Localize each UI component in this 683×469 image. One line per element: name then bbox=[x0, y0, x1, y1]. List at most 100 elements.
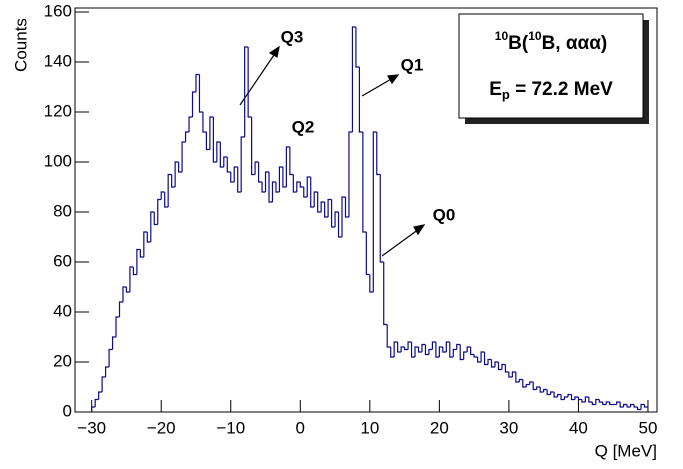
histogram-bin bbox=[202, 112, 207, 133]
y-tick-label: 120 bbox=[44, 101, 72, 120]
arrow bbox=[361, 77, 394, 97]
histogram-bin bbox=[372, 131, 377, 292]
histogram-bin bbox=[244, 46, 249, 137]
histogram-bin bbox=[403, 347, 409, 351]
histogram-bin bbox=[261, 182, 266, 193]
histogram-bin bbox=[449, 342, 454, 358]
histogram-bin bbox=[146, 232, 151, 243]
histogram-bin bbox=[355, 27, 360, 68]
histogram-bin bbox=[640, 403, 645, 410]
histogram-bin bbox=[313, 191, 318, 207]
histogram-bin bbox=[257, 162, 263, 183]
symbol: E bbox=[489, 79, 502, 100]
histogram-bin bbox=[556, 393, 562, 397]
histogram-bin bbox=[334, 211, 339, 227]
histogram-bin bbox=[407, 341, 412, 350]
histogram-bin bbox=[365, 232, 370, 276]
x-tick-label: 10 bbox=[360, 418, 379, 437]
x-tick-label: −30 bbox=[77, 418, 106, 437]
histogram-bin bbox=[410, 342, 416, 358]
arrow bbox=[239, 51, 277, 106]
histogram-bin bbox=[348, 131, 353, 217]
histogram-bin bbox=[511, 371, 516, 377]
histogram-bin bbox=[504, 364, 509, 373]
histogram-bin bbox=[157, 198, 162, 225]
histogram-bin bbox=[501, 363, 506, 370]
histogram-bin bbox=[324, 202, 329, 218]
histogram-bin bbox=[459, 344, 464, 361]
histogram-bin bbox=[233, 166, 238, 182]
legend-energy: Ep = 72.2 MeV bbox=[489, 79, 613, 102]
histogram-bin bbox=[629, 403, 635, 407]
histogram-bin bbox=[633, 404, 638, 408]
histogram-bin bbox=[470, 347, 475, 356]
histogram-bin bbox=[108, 348, 113, 367]
histogram-bin bbox=[195, 73, 200, 92]
histogram-bin bbox=[515, 372, 520, 383]
histogram-bin bbox=[320, 201, 325, 212]
histogram-bin bbox=[264, 171, 269, 192]
histogram-bin bbox=[463, 351, 468, 360]
histogram-bin bbox=[212, 117, 217, 163]
histogram-bin bbox=[184, 131, 190, 142]
histogram-bin bbox=[369, 274, 374, 293]
histogram-bin bbox=[543, 388, 548, 392]
histogram-bin bbox=[477, 357, 482, 363]
histogram-bin bbox=[383, 262, 388, 326]
histogram-bin bbox=[581, 399, 586, 403]
histogram-bin bbox=[94, 398, 99, 407]
histogram-bin bbox=[626, 404, 631, 408]
histogram-bin bbox=[181, 141, 186, 172]
histogram-bin bbox=[129, 266, 134, 292]
histogram-bin bbox=[390, 347, 395, 358]
histogram-bin bbox=[456, 343, 461, 350]
histogram-bin bbox=[494, 361, 499, 367]
histogram-bin bbox=[379, 174, 384, 263]
histogram-bin bbox=[550, 391, 555, 395]
histogram-bin bbox=[497, 362, 502, 371]
histogram-bin bbox=[240, 136, 245, 192]
y-axis-title: Counts bbox=[11, 18, 30, 72]
histogram-bin bbox=[344, 197, 349, 218]
histogram-bin bbox=[602, 402, 607, 406]
histogram-bin bbox=[122, 286, 127, 302]
histogram-bin bbox=[191, 91, 196, 117]
x-tick-label: 20 bbox=[430, 418, 449, 437]
histogram-bin bbox=[299, 182, 304, 188]
histogram-bin bbox=[529, 381, 534, 385]
histogram-bin bbox=[216, 141, 221, 162]
histogram-bin bbox=[178, 162, 183, 173]
histogram-bin bbox=[466, 346, 471, 352]
histogram-bin bbox=[560, 394, 565, 401]
histogram-bin bbox=[445, 341, 450, 352]
histogram-bin bbox=[198, 74, 203, 113]
histogram-bin bbox=[205, 132, 210, 151]
y-tick-label: 20 bbox=[53, 351, 72, 370]
histogram-bin bbox=[139, 249, 144, 258]
histogram-bin bbox=[591, 402, 596, 406]
histogram-bin bbox=[230, 172, 235, 183]
annotation: Q1 bbox=[401, 55, 424, 74]
histogram-bin bbox=[167, 173, 172, 207]
histogram-bin bbox=[306, 176, 311, 197]
annotations bbox=[239, 45, 426, 257]
histogram-bin bbox=[414, 346, 419, 357]
y-tick-label: 140 bbox=[44, 51, 72, 70]
legend-box: 10B(10B, ααα) Ep = 72.2 MeV bbox=[458, 13, 649, 124]
x-tick-label: 30 bbox=[499, 418, 518, 437]
histogram-bin bbox=[226, 157, 231, 173]
histogram-bin bbox=[111, 336, 117, 350]
histogram-bin bbox=[171, 174, 176, 188]
histogram-bin bbox=[442, 347, 447, 353]
annotation: Q2 bbox=[292, 117, 315, 136]
histogram-bin bbox=[271, 181, 276, 202]
histogram-bin bbox=[209, 116, 214, 150]
arrow-head bbox=[268, 45, 280, 58]
histogram-bin bbox=[254, 161, 259, 175]
histogram-bin bbox=[595, 398, 600, 405]
histogram-bin bbox=[310, 177, 315, 208]
histogram-bin bbox=[553, 392, 558, 398]
x-tick-label: −20 bbox=[147, 418, 176, 437]
histogram-bin bbox=[285, 146, 290, 187]
